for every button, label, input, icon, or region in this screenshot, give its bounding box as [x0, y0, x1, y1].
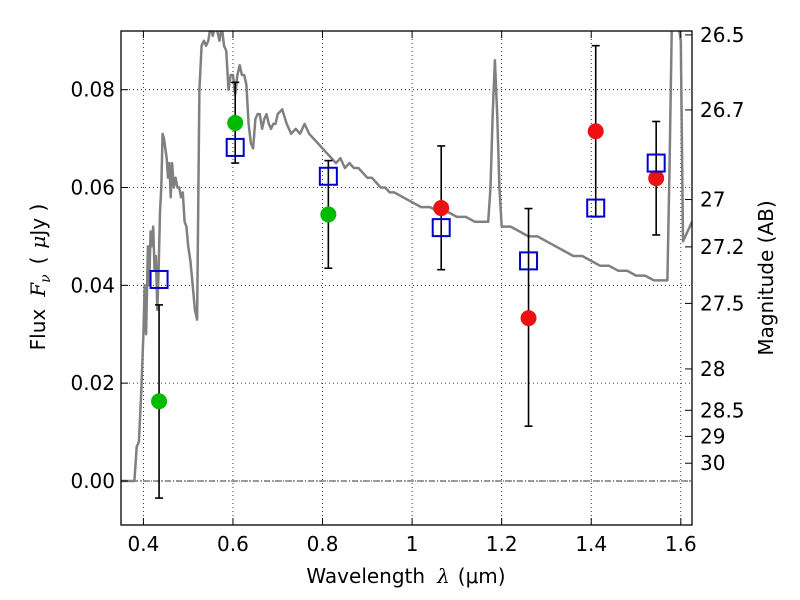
data-point-circle [227, 114, 244, 131]
y2-tick-label: 27 [700, 188, 725, 212]
data-points [149, 114, 666, 410]
data-point-circle [520, 310, 537, 327]
data-point-square [318, 166, 338, 186]
data-point-circle [320, 206, 337, 223]
y2-tick-label: 27.5 [700, 291, 745, 315]
data-point-square [149, 269, 169, 289]
y2-tick-label: 28.5 [700, 398, 745, 422]
x-tick-label: 0.6 [217, 532, 249, 556]
sed-model-line [121, 31, 673, 483]
y-tick-label: 0.06 [70, 176, 115, 200]
y-ticks: 0.00 0.02 0.04 0.06 0.08 [70, 78, 128, 493]
y2-tick-label: 27.2 [700, 235, 745, 259]
data-point-square [431, 218, 451, 238]
y2-axis-label: Magnitude (AB) [754, 200, 778, 355]
grid [121, 31, 692, 525]
data-point-square [519, 251, 539, 271]
sed-model [121, 31, 692, 483]
y2-ticks: 26.5 26.7 27 27.2 27.5 28 28.529 30 [685, 23, 745, 475]
sed-model-line [678, 31, 692, 243]
x-tick-label: 0.8 [307, 532, 339, 556]
data-point-circle [151, 393, 168, 410]
x-axis-label: Wavelength λ (μm) [306, 564, 505, 588]
data-point-square [646, 153, 666, 173]
y-tick-label: 0.08 [70, 78, 115, 102]
plot-frame [120, 30, 693, 526]
data-point-circle [433, 200, 450, 217]
x-tick-label: 1 [406, 532, 419, 556]
x-tick-label: 1.6 [665, 532, 697, 556]
x-tick-label: 1.4 [575, 532, 607, 556]
y-tick-label: 0.04 [70, 273, 115, 297]
data-point-circle [648, 170, 665, 187]
y2-tick-label: 28 [700, 357, 725, 381]
y-axis-label: FluxFν(μJy ) [26, 204, 54, 351]
data-point-square [225, 137, 245, 157]
x-tick-label: 1.2 [486, 532, 518, 556]
data-point-square [586, 198, 606, 218]
y2-tick-label: 26.5 [700, 23, 745, 47]
x-tick-label: 0.4 [127, 532, 159, 556]
y-tick-label: 0.02 [70, 371, 115, 395]
y2-tick-label: 29 [700, 424, 725, 448]
y2-tick-label: 30 [700, 451, 725, 475]
y-tick-label: 0.00 [70, 469, 115, 493]
x-ticks: 0.4 0.6 0.8 1 1.2 1.4 1.6 [127, 31, 697, 556]
error-bars [155, 44, 661, 499]
y2-tick-label: 26.7 [700, 98, 745, 122]
data-point-circle [587, 123, 604, 140]
